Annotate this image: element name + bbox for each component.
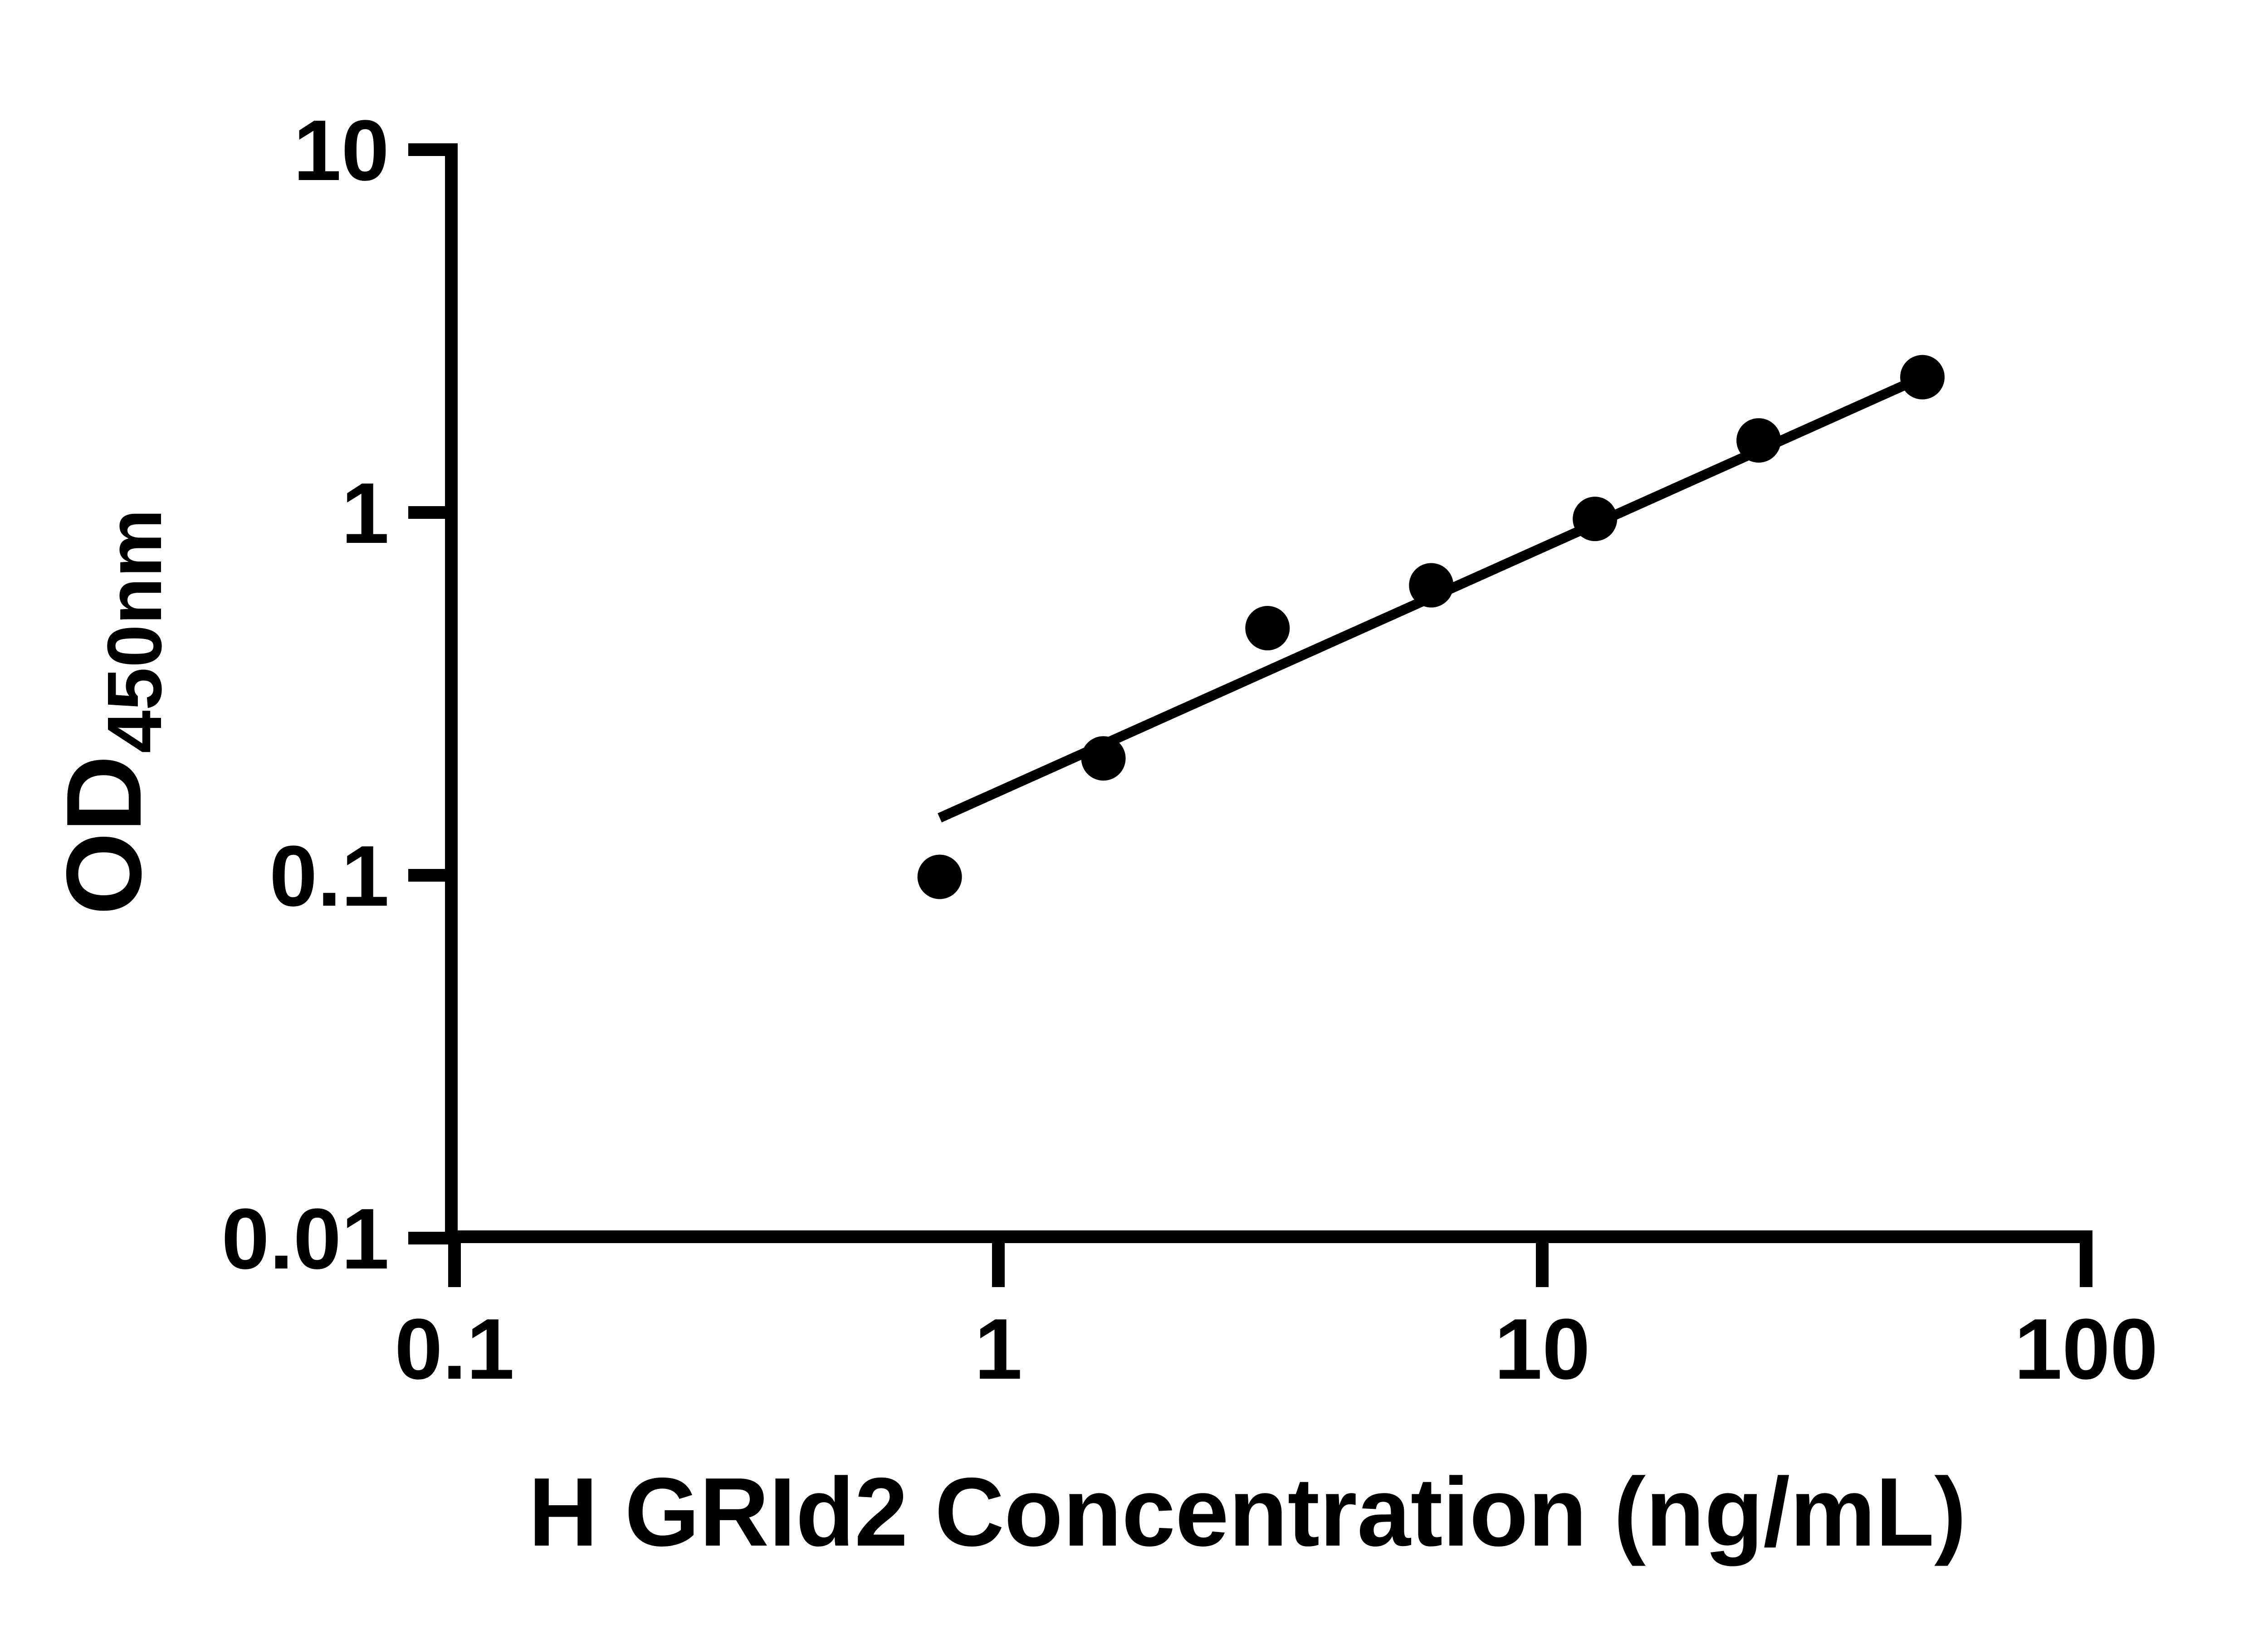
data-point [1081, 736, 1126, 781]
x-tick-label: 100 [2014, 1301, 2158, 1397]
x-tick-label: 1 [974, 1301, 1022, 1397]
y-tick-label: 1 [341, 465, 389, 561]
x-axis-ticks: 0.1 1 10 100 [395, 1234, 2158, 1397]
y-axis-title-subscript: 450nm [92, 509, 178, 753]
y-axis-title-main: OD [44, 755, 163, 915]
data-point [1900, 355, 1945, 400]
axes [445, 143, 2092, 1243]
data-point [1573, 497, 1618, 542]
data-point [1409, 563, 1454, 608]
x-tick-label: 10 [1494, 1301, 1590, 1397]
data-point [1736, 418, 1781, 463]
data-points [917, 355, 1945, 899]
data-point [917, 854, 962, 899]
x-tick-label: 0.1 [395, 1301, 514, 1397]
data-point [1245, 606, 1290, 651]
y-tick-label: 0.1 [269, 828, 389, 924]
y-axis-ticks: 10 1 0.1 0.01 [221, 102, 451, 1287]
y-tick-label: 0.01 [221, 1191, 389, 1287]
y-tick-label: 10 [293, 102, 389, 199]
x-axis-title: H GRId2 Concentration (ng/mL) [528, 1457, 1966, 1566]
plot-area [917, 355, 1945, 899]
y-axis-title: OD 450nm [44, 509, 178, 915]
